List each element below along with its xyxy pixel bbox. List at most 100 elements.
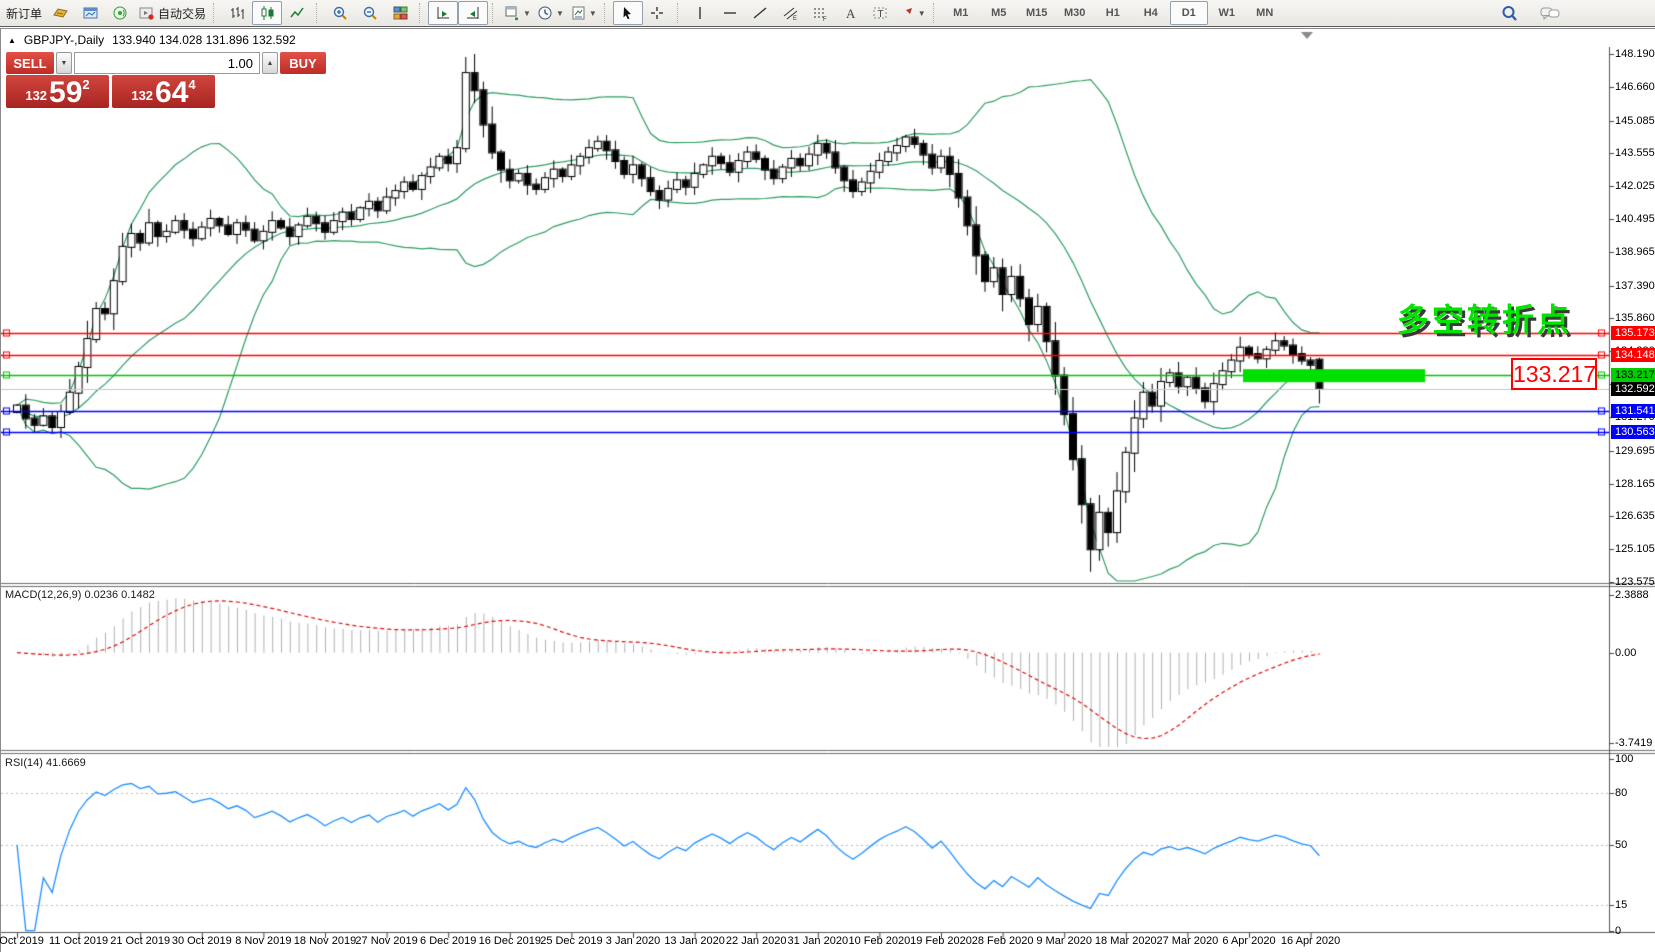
- timeframe-d1-button[interactable]: D1: [1169, 1, 1208, 25]
- line-chart-button[interactable]: [282, 1, 312, 25]
- toolbar-item-label: M15: [1026, 7, 1048, 19]
- date-axis-label: 28 Feb 2020: [971, 935, 1034, 947]
- horizontal-line-tool-button[interactable]: [716, 1, 746, 25]
- timeframe-m30-button[interactable]: M30: [1056, 1, 1094, 25]
- chart-window: ▲ GBPJPY-,Daily 133.940 134.028 131.896 …: [0, 28, 1655, 952]
- toolbar-separator: [213, 3, 218, 23]
- crosshair-tool-button[interactable]: [643, 1, 673, 25]
- toolbar-separator: [492, 3, 497, 23]
- rsi-axis-tick-label: 50: [1615, 838, 1628, 851]
- profiles-button[interactable]: ▼: [534, 1, 567, 25]
- price-axis-tick-label: 135.860: [1615, 312, 1655, 325]
- tile-windows-button[interactable]: [385, 1, 415, 25]
- macd-axis-tick-label: 2.3888: [1615, 589, 1649, 602]
- svg-text:E: E: [793, 16, 797, 21]
- bar-chart-button[interactable]: [222, 1, 252, 25]
- zoom-out-button[interactable]: [355, 1, 385, 25]
- timeframe-h1-button[interactable]: H1: [1094, 1, 1132, 25]
- date-axis-label: 16 Apr 2020: [1280, 935, 1341, 947]
- toolbar-separator: [603, 3, 609, 23]
- candlestick-chart-button[interactable]: [252, 1, 283, 25]
- buy-price-pip: 4: [188, 77, 196, 92]
- toolbar-item-label: W1: [1218, 7, 1235, 19]
- buy-price-display[interactable]: 132 64 4: [112, 75, 215, 108]
- new-chart-button[interactable]: ▼: [501, 1, 534, 25]
- chart-shift-button[interactable]: [458, 1, 489, 25]
- templates-button[interactable]: ▼: [567, 1, 600, 25]
- trendline-tool-icon: [752, 5, 769, 21]
- date-axis-label: 19 Feb 2020: [910, 935, 972, 947]
- toolbar-separator: [676, 3, 682, 23]
- toolbar-item-label: 新订单: [6, 6, 43, 21]
- rsi-axis-tick-label: 0: [1615, 924, 1622, 937]
- label-tool-icon: T: [872, 5, 889, 21]
- toolbar-item-label: D1: [1181, 7, 1196, 19]
- date-axis-label: 27 Mar 2020: [1156, 935, 1219, 947]
- search-icon-button[interactable]: [1495, 1, 1525, 25]
- date-axis-label: 22 Jan 2020: [725, 935, 787, 947]
- new-order-button[interactable]: 新订单: [3, 1, 45, 25]
- sell-price-big: 59: [49, 76, 83, 109]
- rsi-indicator-label: RSI(14) 41.6669: [5, 757, 86, 769]
- volume-decrease-button[interactable]: ▼: [56, 52, 72, 74]
- date-axis-label: 18 Nov 2019: [293, 935, 357, 947]
- price-axis-tick-label: 145.085: [1615, 114, 1655, 127]
- chart-ohlc-label: 133.940 134.028 131.896 132.592: [112, 33, 296, 47]
- autotrading-button[interactable]: 自动交易: [135, 1, 209, 25]
- toolbar-item-label: H1: [1105, 7, 1120, 19]
- new-chart-icon: [504, 5, 521, 21]
- auto-scroll-icon: [435, 5, 452, 21]
- price-axis-tick-label: 140.495: [1615, 213, 1655, 226]
- autotrading-icon: [138, 5, 155, 21]
- date-axis-label: 31 Jan 2020: [787, 935, 849, 947]
- sell-price-pip: 2: [82, 77, 90, 92]
- vertical-line-tool-button[interactable]: [686, 1, 716, 25]
- timeframe-mn-button[interactable]: MN: [1246, 1, 1284, 25]
- sell-button[interactable]: SELL: [6, 52, 54, 74]
- bar-chart-icon: [229, 5, 246, 21]
- svg-text:A: A: [846, 6, 856, 21]
- price-axis-tick-label: 138.965: [1615, 245, 1655, 258]
- price-axis-tick-label: 126.635: [1615, 510, 1655, 523]
- signals-icon[interactable]: [105, 1, 135, 25]
- rsi-axis-tick-label: 100: [1615, 753, 1634, 765]
- trendline-tool-button[interactable]: [746, 1, 776, 25]
- date-axis-label: 8 Nov 2019: [235, 935, 292, 947]
- fibonacci-tool-button[interactable]: F: [806, 1, 836, 25]
- price-line-tag: 131.541: [1611, 404, 1655, 419]
- search-icon-icon: [1501, 5, 1519, 22]
- timeframe-h4-button[interactable]: H4: [1132, 1, 1170, 25]
- dropdown-arrow-icon: ▼: [555, 8, 564, 18]
- timeframe-m1-button[interactable]: M1: [942, 1, 980, 25]
- date-axis-label: 16 Dec 2019: [478, 935, 541, 947]
- rsi-axis-tick-label: 80: [1615, 787, 1628, 800]
- market-watch-icon[interactable]: [75, 1, 105, 25]
- label-tool-button[interactable]: T: [866, 1, 896, 25]
- price-list-icon[interactable]: [45, 1, 75, 25]
- toolbar-right-group: [1495, 1, 1565, 25]
- timeframe-w1-button[interactable]: W1: [1208, 1, 1246, 25]
- date-axis-label: 3 Jan 2020: [605, 935, 661, 947]
- arrows-tool-button[interactable]: ▼: [896, 1, 929, 25]
- toolbar-separator: [316, 3, 321, 23]
- chat-icon-button[interactable]: [1535, 1, 1565, 25]
- timeframe-m5-button[interactable]: M5: [980, 1, 1018, 25]
- profiles-icon: [537, 5, 554, 21]
- vertical-line-tool-icon: [692, 5, 709, 21]
- crosshair-tool-icon: [649, 5, 666, 21]
- price-axis-tick-label: 148.190: [1615, 48, 1655, 60]
- channel-tool-button[interactable]: E: [776, 1, 806, 25]
- chart-plot-area[interactable]: [1, 29, 1655, 952]
- zoom-in-button[interactable]: [325, 1, 355, 25]
- cursor-tool-button[interactable]: [612, 1, 643, 25]
- price-line-tag: 133.217: [1611, 368, 1655, 383]
- buy-button[interactable]: BUY: [280, 52, 326, 74]
- arrows-tool-icon: [899, 5, 916, 21]
- date-axis-label: 2 Oct 2019: [0, 935, 44, 947]
- auto-scroll-button[interactable]: [428, 1, 459, 25]
- text-tool-button[interactable]: A: [836, 1, 866, 25]
- volume-input[interactable]: [74, 52, 260, 74]
- volume-increase-button[interactable]: ▲: [262, 52, 278, 74]
- sell-price-display[interactable]: 132 59 2: [6, 75, 109, 108]
- timeframe-m15-button[interactable]: M15: [1018, 1, 1056, 25]
